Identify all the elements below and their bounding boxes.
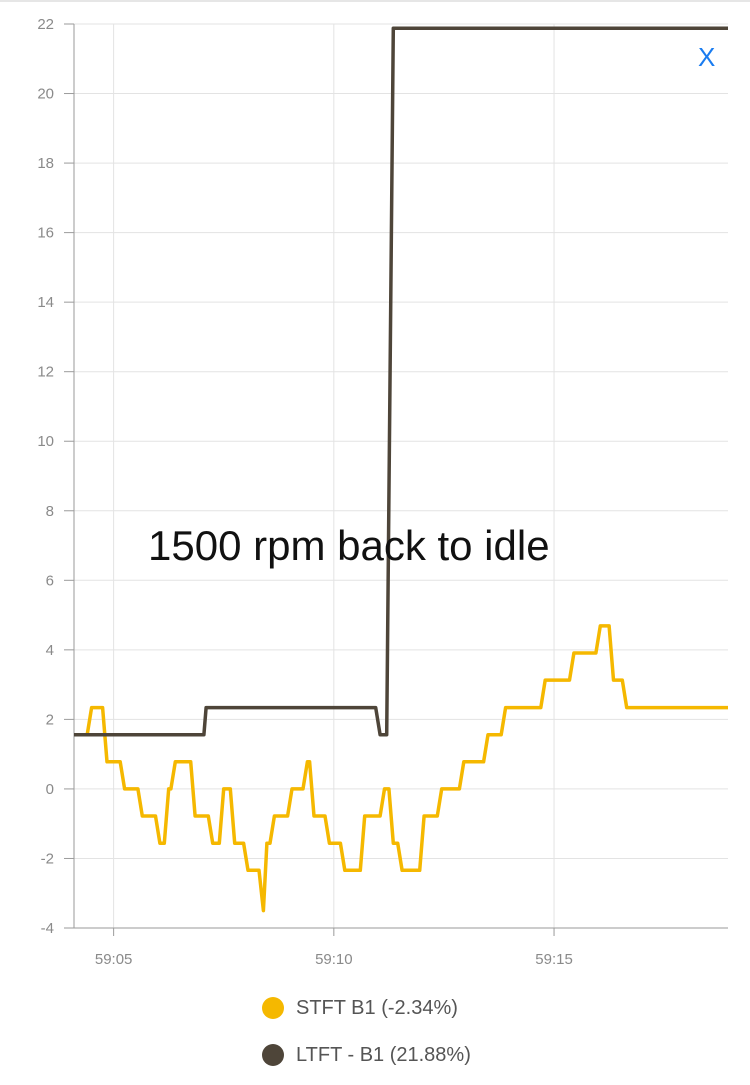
y-tick-label: 14 (37, 294, 54, 311)
legend-label-stft: STFT B1 (-2.34%) (296, 996, 458, 1019)
y-tick-label: 0 (46, 781, 54, 798)
x-axis-tick-labels: 59:05 59:10 59:15 (95, 951, 573, 968)
legend-label-ltft: LTFT - B1 (21.88%) (296, 1043, 471, 1066)
y-tick-label: 18 (37, 155, 54, 172)
legend-item-stft[interactable]: STFT B1 (-2.34%) (262, 990, 458, 1026)
legend-dot-ltft (262, 1044, 284, 1066)
series-line-ltft (74, 26, 728, 737)
legend-item-ltft[interactable]: LTFT - B1 (21.88%) (262, 1037, 471, 1073)
top-divider (0, 0, 750, 2)
series-lines (74, 26, 728, 913)
y-tick-label: 4 (46, 642, 54, 659)
y-tick-label: 16 (37, 225, 54, 242)
close-button[interactable]: X (698, 42, 716, 72)
legend-dot-stft (262, 997, 284, 1019)
y-tick-label: 20 (37, 86, 54, 103)
y-tick-label: 10 (37, 433, 54, 450)
chart-annotation: 1500 rpm back to idle (148, 522, 550, 569)
y-tick-label: 12 (37, 364, 54, 381)
x-tick-label: 59:05 (95, 951, 133, 968)
y-tick-label: 2 (46, 711, 54, 728)
x-tick-label: 59:10 (315, 951, 353, 968)
grid-lines (74, 23, 728, 929)
axes (64, 23, 728, 936)
y-tick-label: -2 (41, 850, 54, 867)
y-axis-tick-labels: -4 -2 0 2 4 6 8 10 12 14 16 18 20 22 (37, 16, 54, 937)
y-tick-label: -4 (41, 920, 54, 937)
series-line-stft (74, 624, 728, 913)
y-tick-label: 6 (46, 572, 54, 589)
y-tick-label: 22 (37, 16, 54, 33)
y-tick-label: 8 (46, 503, 54, 520)
x-tick-label: 59:15 (535, 951, 573, 968)
